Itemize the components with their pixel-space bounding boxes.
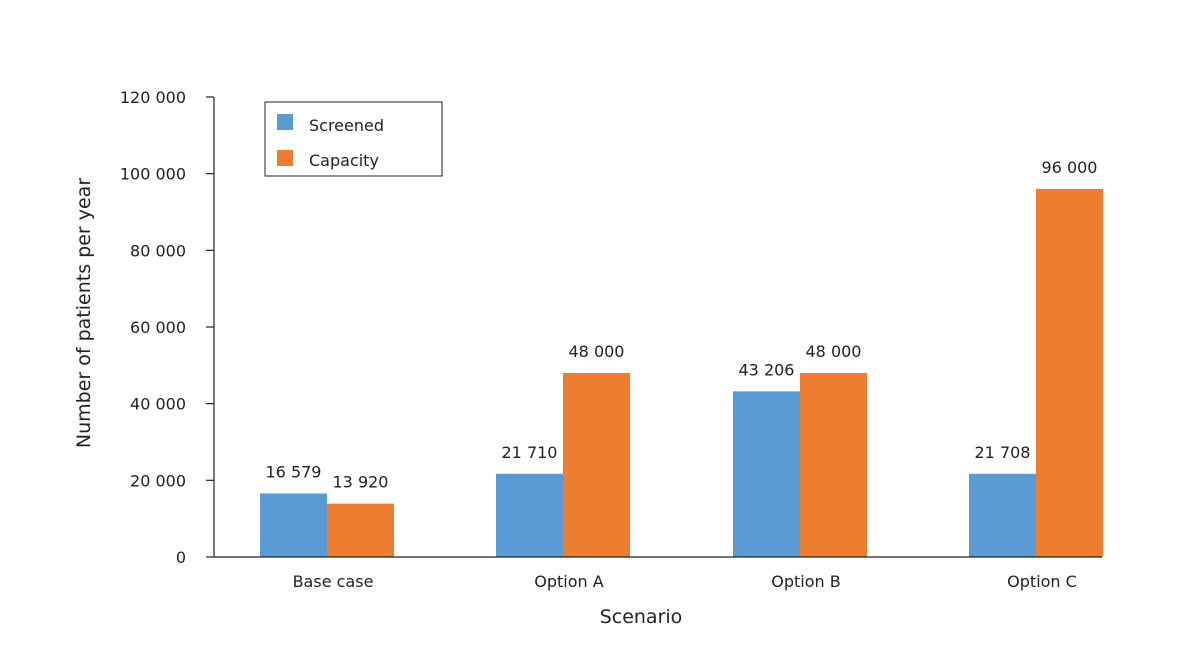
bar-screened — [496, 473, 563, 557]
data-label-capacity: 48 000 — [569, 342, 625, 361]
y-tick-label: 120 000 — [120, 88, 186, 107]
bar-capacity — [800, 373, 867, 557]
x-tick-label: Option A — [534, 572, 603, 591]
y-tick-label: 0 — [176, 548, 186, 567]
x-tick-labels-group: Base case Option A Option B Option C — [293, 572, 1077, 591]
x-axis-title: Scenario — [600, 606, 683, 628]
data-label-screened: 21 708 — [975, 443, 1031, 462]
bar-capacity — [1036, 189, 1103, 557]
data-label-screened: 43 206 — [739, 360, 795, 379]
legend-swatch-capacity — [277, 150, 293, 166]
bar-screened — [733, 391, 800, 557]
legend: Screened Capacity — [264, 101, 443, 177]
legend-label-screened: Screened — [309, 116, 384, 135]
y-axis-title: Number of patients per year — [73, 178, 95, 448]
y-tick-label: 40 000 — [130, 395, 186, 414]
data-labels-group: 16 579 13 920 21 710 48 000 43 206 48 000 21 7… — [266, 158, 1098, 492]
bar-capacity — [327, 503, 394, 557]
x-tick-label: Base case — [293, 572, 374, 591]
legend-swatch-screened — [277, 114, 293, 130]
bars-group — [260, 189, 1103, 557]
x-tick-label: Option B — [771, 572, 840, 591]
y-tick-label: 20 000 — [130, 471, 186, 490]
y-tick-label: 60 000 — [130, 318, 186, 337]
bar-screened — [969, 473, 1036, 557]
data-label-capacity: 48 000 — [806, 342, 862, 361]
y-tick-label: 100 000 — [120, 165, 186, 184]
data-label-screened: 21 710 — [502, 443, 558, 462]
x-tick-label: Option C — [1007, 572, 1077, 591]
bar-capacity — [563, 373, 630, 557]
y-ticks-group: 0 20 000 40 000 60 000 80 000 100 000 120 000 — [120, 88, 214, 567]
data-label-capacity: 13 920 — [333, 473, 389, 492]
data-label-capacity: 96 000 — [1042, 158, 1098, 177]
bar-screened — [260, 493, 327, 557]
y-tick-label: 80 000 — [130, 241, 186, 260]
legend-label-capacity: Capacity — [309, 151, 379, 170]
data-label-screened: 16 579 — [266, 462, 322, 481]
legend-box — [264, 101, 443, 177]
